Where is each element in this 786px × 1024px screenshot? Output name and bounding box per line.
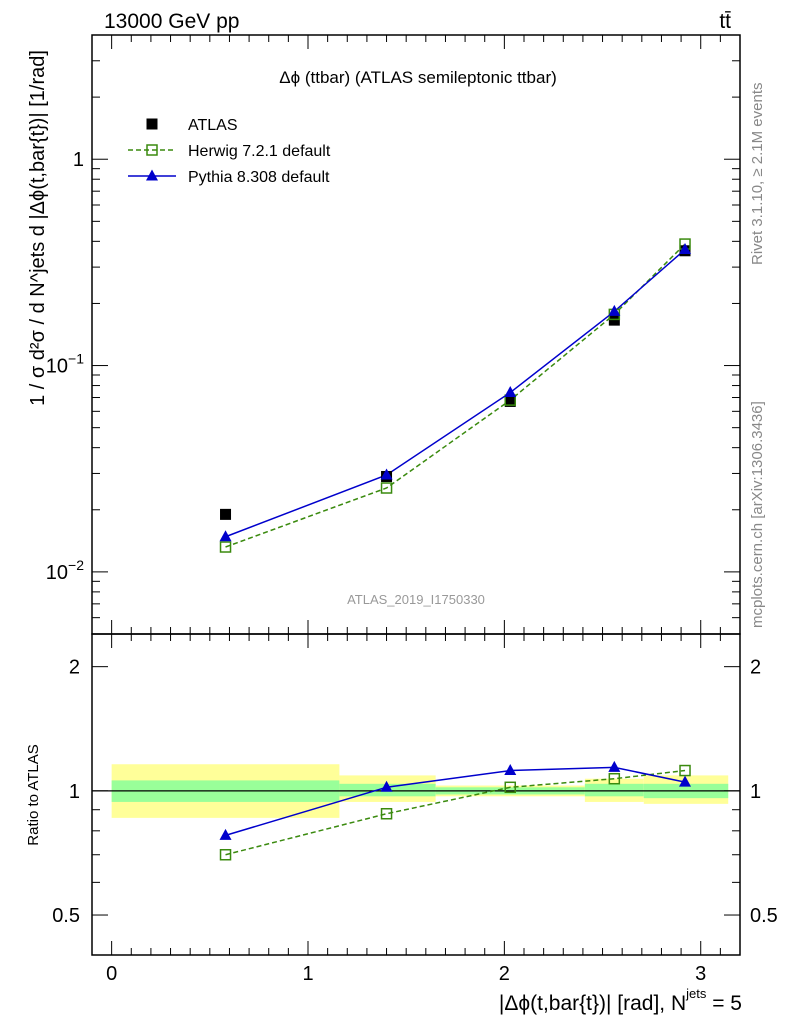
ratio-data-point <box>608 772 621 785</box>
x-tick-label: 2 <box>499 963 510 985</box>
data-point <box>219 541 232 553</box>
ratio-ylabel: Ratio to ATLAS <box>25 744 42 845</box>
main-title: Δϕ (ttbar) (ATLAS semileptonic ttbar) <box>279 68 557 87</box>
ratio-series-line <box>225 769 686 856</box>
x-tick-label: 0 <box>106 963 117 985</box>
ratio-data-point <box>380 780 393 792</box>
legend-marker <box>146 144 158 156</box>
data-point <box>608 304 621 316</box>
x-tick-label: 3 <box>695 963 706 985</box>
series-line <box>225 248 686 538</box>
x-axis-label: |Δϕ(t,bar{t})| [rad], Njets = 5 <box>499 986 742 1015</box>
ratio-data-point <box>679 764 691 777</box>
header-left: 13000 GeV pp <box>104 10 239 33</box>
ratio-y-tick-label-left: 1 <box>69 781 80 803</box>
watermark: ATLAS_2019_I1750330 <box>347 592 485 607</box>
ratio-y-tick-label-right: 2 <box>750 657 761 679</box>
data-point <box>380 482 393 494</box>
ratio-data-point <box>608 760 621 772</box>
y-tick-label: 1 <box>73 149 84 171</box>
ratio-frame <box>91 633 741 956</box>
data-point <box>380 468 393 480</box>
ratio-data-point <box>219 848 232 861</box>
data-point <box>504 386 517 398</box>
mcplots-label: mcplots.cern.ch [arXiv:1306.3436] <box>749 401 766 628</box>
data-point <box>220 508 232 520</box>
legend-label: ATLAS <box>188 117 238 134</box>
ratio-data-point <box>219 828 232 840</box>
header-right: tt̄ <box>719 10 731 33</box>
main-marks <box>219 238 692 553</box>
ratio-y-tick-label-right: 1 <box>750 781 761 803</box>
uncertainty-band-inner <box>584 783 644 797</box>
y-tick-label: 10−2 <box>46 557 84 584</box>
ratio-y-tick-label-right: 0.5 <box>750 905 778 927</box>
legend: ATLAS Herwig 7.2.1 default Pythia 8.308 de… <box>128 117 331 186</box>
data-point <box>504 395 516 407</box>
main-panel: 10−2 10−1 1 Δϕ (ttbar) (ATLAS semileptonic… <box>27 34 741 635</box>
data-point <box>219 530 232 542</box>
data-point <box>679 243 692 255</box>
ratio-y-tick-label-left: 2 <box>69 657 80 679</box>
ratio-bands <box>92 764 740 818</box>
rivet-label: Rivet 3.1.10, ≥ 2.1M events <box>749 83 766 266</box>
x-tick-label: 1 <box>302 963 313 985</box>
legend-label: Herwig 7.2.1 default <box>188 143 331 160</box>
ratio-data-point <box>504 764 517 776</box>
series-line <box>225 243 686 548</box>
ratio-y-tick-label-left: 0.5 <box>52 905 80 927</box>
ratio-data-point <box>679 775 692 787</box>
legend-marker <box>146 169 158 181</box>
ratio-data-point <box>380 807 393 820</box>
legend-label: Pythia 8.308 default <box>188 169 330 186</box>
ratio-data-point <box>504 781 517 794</box>
y-tick-label: 10−1 <box>46 351 84 378</box>
ratio-marks <box>219 760 692 861</box>
legend-marker <box>146 118 158 130</box>
main-ylabel: 1 / σ d²σ / d N^jets d |Δϕ(t,bar{t})| [1… <box>27 50 49 406</box>
ratio-axes: 0 1 2 3 0.5 1 2 0.5 1 2 <box>52 634 778 985</box>
ratio-panel: 0 1 2 3 0.5 1 2 0.5 1 2 Ratio to ATLAS <box>25 633 778 985</box>
